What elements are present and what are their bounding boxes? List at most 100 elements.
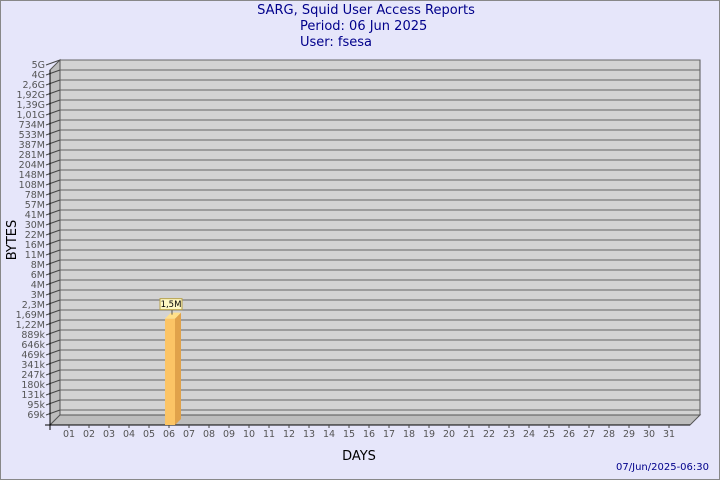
y-tick-label: 69k bbox=[27, 410, 45, 421]
y-tick bbox=[45, 279, 61, 286]
y-tick bbox=[45, 339, 61, 346]
y-tick bbox=[45, 389, 61, 396]
x-tick-label: 13 bbox=[303, 429, 315, 440]
y-tick bbox=[45, 119, 61, 126]
x-tick-label: 07 bbox=[183, 429, 195, 440]
chart-subtitle-user: User: fsesa bbox=[300, 35, 372, 50]
y-tick-label: 1,92G bbox=[16, 90, 45, 101]
x-tick-label: 12 bbox=[283, 429, 295, 440]
data-label-box bbox=[159, 298, 183, 311]
y-tick bbox=[45, 149, 61, 156]
y-tick bbox=[45, 369, 61, 376]
x-tick-label: 26 bbox=[563, 429, 575, 440]
y-tick-label: 131k bbox=[21, 390, 45, 401]
x-tick-label: 27 bbox=[583, 429, 595, 440]
x-tick-label: 23 bbox=[503, 429, 515, 440]
y-tick-label: 204M bbox=[19, 160, 45, 171]
y-tick bbox=[45, 399, 61, 406]
y-tick bbox=[45, 199, 61, 206]
x-tick-label: 11 bbox=[263, 429, 275, 440]
y-tick bbox=[45, 99, 61, 106]
x-tick-label: 10 bbox=[243, 429, 255, 440]
y-tick-label: 30M bbox=[25, 220, 45, 231]
y-tick bbox=[45, 379, 61, 386]
y-tick bbox=[45, 239, 61, 246]
y-tick bbox=[45, 249, 61, 256]
y-tick bbox=[45, 299, 61, 306]
y-tick-label: 148M bbox=[19, 170, 45, 181]
y-tick bbox=[45, 139, 61, 146]
x-tick-label: 30 bbox=[643, 429, 655, 440]
y-tick-label: 8M bbox=[31, 260, 45, 271]
y-tick bbox=[45, 229, 61, 236]
y-tick-label: 4G bbox=[32, 70, 45, 81]
y-tick bbox=[45, 289, 61, 296]
x-tick-label: 06 bbox=[163, 429, 175, 440]
y-tick-label: 734M bbox=[19, 120, 45, 131]
y-tick bbox=[45, 259, 61, 266]
y-tick-label: 247k bbox=[21, 370, 45, 381]
bar-top bbox=[165, 312, 181, 319]
y-tick bbox=[45, 109, 61, 116]
y-tick-label: 1,22M bbox=[16, 320, 45, 331]
footer-timestamp: 07/Jun/2025-06:30 bbox=[616, 462, 709, 473]
x-tick-label: 16 bbox=[363, 429, 375, 440]
y-tick-label: 22M bbox=[25, 230, 45, 241]
x-tick-label: 17 bbox=[383, 429, 395, 440]
y-tick bbox=[45, 129, 61, 136]
y-tick bbox=[45, 69, 61, 76]
x-tick-label: 31 bbox=[663, 429, 675, 440]
data-label: 1,5M bbox=[161, 300, 182, 310]
y-tick-label: 1,69M bbox=[16, 310, 45, 321]
plot-back-wall bbox=[59, 59, 701, 416]
y-tick bbox=[45, 309, 61, 316]
y-tick-label: 281M bbox=[19, 150, 45, 161]
y-tick-label: 108M bbox=[19, 180, 45, 191]
x-tick-label: 29 bbox=[623, 429, 635, 440]
y-tick bbox=[45, 209, 61, 216]
y-tick-label: 1,01G bbox=[16, 110, 45, 121]
y-tick bbox=[45, 179, 61, 186]
y-tick bbox=[45, 159, 61, 166]
y-tick-label: 180k bbox=[21, 380, 45, 391]
y-tick bbox=[45, 319, 61, 326]
y-tick-label: 341k bbox=[21, 360, 45, 371]
x-tick-label: 08 bbox=[203, 429, 215, 440]
y-tick-label: 387M bbox=[19, 140, 45, 151]
y-tick-label: 469k bbox=[21, 350, 45, 361]
x-tick-label: 18 bbox=[403, 429, 415, 440]
y-tick-label: 2,3M bbox=[22, 300, 45, 311]
y-tick bbox=[45, 79, 61, 86]
y-tick-label: 78M bbox=[25, 190, 45, 201]
y-tick-label: 41M bbox=[25, 210, 45, 221]
y-tick-label: 533M bbox=[19, 130, 45, 141]
y-tick-label: 16M bbox=[25, 240, 45, 251]
x-tick-label: 24 bbox=[523, 429, 535, 440]
chart-subtitle-period: Period: 06 Jun 2025 bbox=[300, 19, 427, 34]
y-tick-label: 57M bbox=[25, 200, 45, 211]
y-tick-label: 11M bbox=[25, 250, 45, 261]
y-tick bbox=[45, 59, 61, 66]
x-tick-label: 05 bbox=[143, 429, 155, 440]
y-tick-label: 95k bbox=[27, 400, 45, 411]
x-tick-label: 22 bbox=[483, 429, 495, 440]
x-axis-label: DAYS bbox=[342, 449, 376, 464]
bar-side bbox=[175, 312, 181, 425]
x-tick-label: 09 bbox=[223, 429, 235, 440]
y-tick-label: 4M bbox=[31, 280, 45, 291]
y-tick bbox=[45, 219, 61, 226]
y-tick bbox=[45, 409, 61, 416]
y-tick bbox=[45, 269, 61, 276]
x-tick-label: 15 bbox=[343, 429, 355, 440]
y-tick bbox=[45, 359, 61, 366]
y-tick-label: 2,6G bbox=[23, 80, 45, 91]
chart-title: SARG, Squid User Access Reports bbox=[257, 3, 475, 18]
x-tick-label: 14 bbox=[323, 429, 335, 440]
y-tick-label: 3M bbox=[31, 290, 45, 301]
y-tick-label: 6M bbox=[31, 270, 45, 281]
x-tick-label: 25 bbox=[543, 429, 555, 440]
x-tick-label: 04 bbox=[123, 429, 135, 440]
x-tick-label: 03 bbox=[103, 429, 115, 440]
